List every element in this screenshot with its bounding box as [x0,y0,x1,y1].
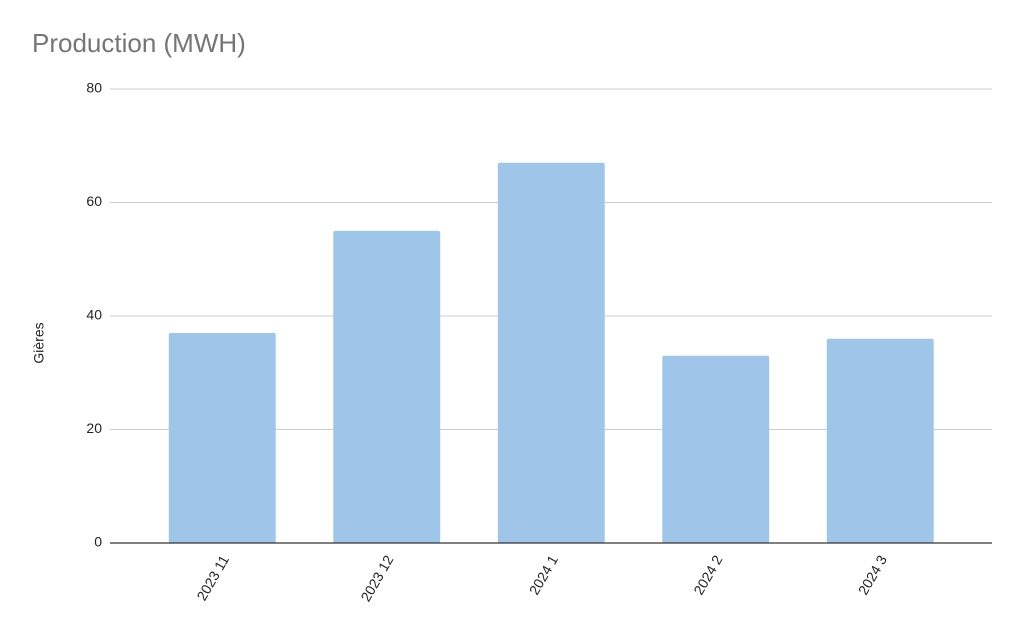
bar [497,162,605,543]
y-tick-label: 80 [86,80,102,96]
y-axis-label: Gières [31,322,47,363]
bar [333,230,441,543]
y-tick-label: 20 [86,420,102,436]
y-tick-label: 60 [86,193,102,209]
y-tick-label: 0 [94,534,102,550]
bar [168,333,276,543]
bar [662,355,770,543]
y-tick-label: 40 [86,307,102,323]
chart-title: Production (MWH) [32,28,246,58]
bar [826,338,934,543]
